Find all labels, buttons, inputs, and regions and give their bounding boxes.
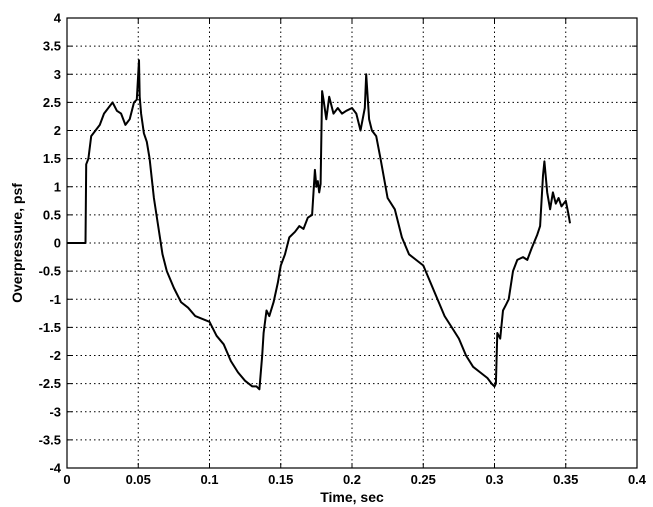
x-tick-label: 0.35 — [553, 472, 578, 487]
y-tick-label: 3.5 — [43, 39, 61, 54]
y-axis-label: Overpressure, psf — [9, 183, 25, 303]
x-tick-label: 0.4 — [628, 472, 647, 487]
x-tick-label: 0.1 — [200, 472, 218, 487]
y-tick-labels: -4 -3.5 -3 -2.5 -2 -1.5 -1 -0.5 0 0.5 1 1.5 2 2.5 3 3.5… — [39, 11, 62, 476]
y-tick-label: -1 — [49, 292, 61, 307]
y-tick-label: -2.5 — [39, 376, 61, 391]
axis-ticks — [66, 17, 638, 469]
y-tick-label: -3 — [49, 404, 61, 419]
x-tick-label: 0.3 — [485, 472, 503, 487]
y-tick-label: -4 — [49, 461, 61, 476]
x-tick-label: 0.15 — [268, 472, 293, 487]
y-tick-label: 3 — [54, 67, 61, 82]
y-tick-label: 0 — [54, 236, 61, 251]
series-line-overpressure — [67, 59, 571, 391]
y-tick-label: 0.5 — [43, 207, 61, 222]
x-tick-label: 0 — [63, 472, 70, 487]
y-tick-label: -1.5 — [39, 320, 61, 335]
y-tick-label: 2 — [54, 123, 61, 138]
y-tick-label: 1 — [54, 179, 61, 194]
y-tick-label: -2 — [49, 348, 61, 363]
y-tick-label: 4 — [54, 11, 62, 26]
x-tick-label: 0.05 — [126, 472, 151, 487]
x-tick-labels: 0 0.05 0.1 0.15 0.2 0.25 0.3 0.35 0.4 — [63, 472, 646, 487]
y-tick-label: -0.5 — [39, 264, 61, 279]
x-axis-label: Time, sec — [320, 489, 384, 505]
x-tick-label: 0.2 — [343, 472, 361, 487]
y-tick-label: -3.5 — [39, 432, 61, 447]
grid-lines — [67, 18, 637, 468]
x-tick-label: 0.25 — [411, 472, 436, 487]
y-tick-label: 2.5 — [43, 95, 61, 110]
y-tick-label: 1.5 — [43, 151, 61, 166]
